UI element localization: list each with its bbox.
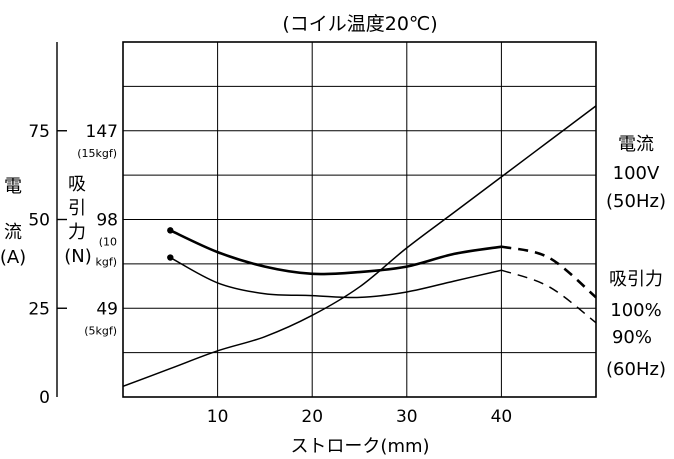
force-label-1: 吸引力 <box>609 269 663 290</box>
current-label-3: (50Hz) <box>606 191 666 212</box>
current-tick-label: 50 <box>28 211 50 231</box>
current-axis-label-3: (A) <box>0 247 26 268</box>
series-marker-2 <box>167 254 174 261</box>
plot-grid <box>123 42 596 397</box>
x-tick-label: 10 <box>207 407 229 427</box>
force-axis-label-1: 吸 <box>68 174 86 195</box>
series-line-0 <box>122 105 597 388</box>
kgf-tick-label: (15kgf) <box>77 147 117 160</box>
force-axis-label-3: 力 <box>68 222 86 243</box>
current-label-2: 100V <box>613 163 660 184</box>
series-dashed-1 <box>501 245 597 299</box>
force-axis-label-2: 引 <box>68 198 86 219</box>
series-line-2 <box>169 256 502 299</box>
x-axis-label: ストローク(mm) <box>290 436 429 457</box>
force-tick-labels: 49 (5kgf) 98 (10 kgf) 147 (15kgf) <box>77 122 118 338</box>
x-tick-label: 20 <box>301 407 323 427</box>
series-layer <box>122 105 597 388</box>
force-tick-label: 147 <box>86 122 118 142</box>
x-tick-label: 40 <box>491 407 513 427</box>
current-axis-label-2: 流 <box>4 222 22 243</box>
current-label-1: 電流 <box>618 134 654 155</box>
current-tick-label: 75 <box>28 122 50 142</box>
force-tick-label: 98 <box>96 211 118 231</box>
series-marker-1 <box>167 227 174 234</box>
plot-frame <box>122 41 597 398</box>
force-tick-label: 49 <box>96 299 118 319</box>
kgf-tick-label: (10 <box>99 236 117 249</box>
current-tick-label: 0 <box>39 388 50 408</box>
series-dashed-2 <box>501 269 597 324</box>
kgf-tick-label: kgf) <box>95 256 117 269</box>
series-line-1 <box>169 229 502 276</box>
current-tick-label: 25 <box>28 299 50 319</box>
force-label-3: 90% <box>612 327 652 348</box>
chart-title: (コイル温度20℃) <box>282 13 437 35</box>
kgf-tick-label: (5kgf) <box>84 324 117 337</box>
x-tick-label: 30 <box>396 407 418 427</box>
current-axis-label-1: 電 <box>4 176 22 197</box>
force-axis-label-4: (N) <box>64 246 92 267</box>
force-label-4: (60Hz) <box>606 359 666 380</box>
current-tick-labels: 0 25 50 75 <box>28 122 67 408</box>
x-tick-labels: 10 20 30 40 <box>207 407 512 427</box>
force-label-2: 100% <box>610 300 661 321</box>
